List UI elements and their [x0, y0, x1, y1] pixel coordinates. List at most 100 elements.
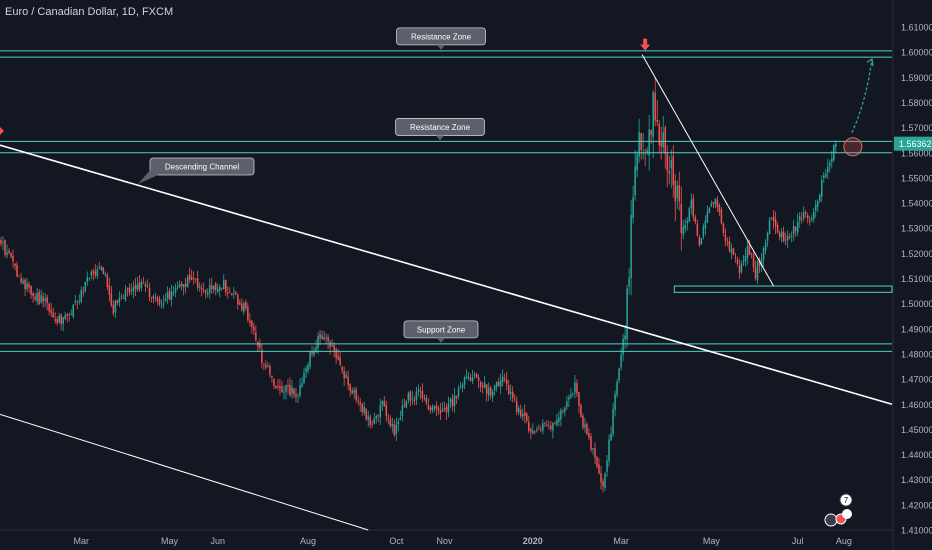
candle-body [433, 406, 436, 409]
candle-body [552, 422, 554, 431]
candle-body [694, 216, 697, 222]
candle-body [148, 287, 151, 297]
candle-body [684, 225, 687, 229]
candle-body [530, 429, 532, 432]
trend-line [0, 413, 369, 531]
candle-body [92, 270, 95, 273]
candle-body [620, 354, 622, 368]
candle-body [359, 402, 361, 405]
candle-body [612, 408, 614, 435]
candle-body [556, 419, 558, 425]
candle-body [582, 416, 584, 428]
candle-body [409, 391, 412, 401]
candle-body [277, 386, 279, 388]
candle-body [511, 391, 514, 398]
projection-arrow-head [866, 58, 874, 67]
candle-body [672, 156, 675, 185]
candle-body [588, 433, 590, 438]
candle-body [136, 284, 139, 290]
candle-body [323, 337, 325, 340]
candle-body [327, 336, 329, 342]
callout-label: Descending Channel [138, 157, 255, 184]
candle-body [162, 302, 165, 306]
candle-body [658, 123, 660, 146]
candle-body [142, 282, 145, 284]
candle-body [602, 481, 604, 487]
candle-body [110, 293, 113, 306]
candle-body [519, 409, 522, 417]
candle-body [267, 366, 269, 368]
candle-body [704, 220, 707, 229]
candle-body [325, 337, 327, 339]
candle-body [128, 287, 131, 293]
candle-body [493, 385, 496, 391]
candle-body [114, 300, 117, 313]
x-tick-label: 2020 [523, 536, 543, 546]
x-tick-label: Jul [792, 536, 804, 546]
candle-body [180, 283, 183, 287]
candle-body [738, 265, 741, 274]
left-edge-marker [0, 127, 4, 135]
candle-body [297, 397, 299, 399]
candle-body [825, 173, 827, 177]
callout-pointer [437, 337, 445, 343]
candle-body [827, 166, 829, 173]
candle-body [634, 166, 636, 196]
candle-body [696, 223, 699, 236]
candle-body [293, 388, 295, 395]
candle-body [375, 416, 378, 419]
candle-body [335, 349, 337, 358]
candle-body [660, 140, 662, 147]
candle-body [714, 198, 717, 205]
candle-body [227, 292, 229, 294]
candle-body [451, 399, 454, 407]
candle-body [455, 395, 458, 399]
candle-body [778, 232, 781, 237]
candle-body [702, 226, 705, 237]
candle-body [495, 381, 498, 388]
candle-body [614, 394, 616, 410]
candle-body [580, 405, 582, 417]
candle-body [174, 287, 177, 292]
candle-body [698, 237, 701, 246]
candle-body [435, 405, 438, 409]
candle-body [279, 385, 281, 389]
candle-body [134, 285, 137, 290]
candle-body [471, 377, 474, 382]
candle-body [566, 401, 568, 407]
callout-text: Resistance Zone [411, 32, 472, 41]
candle-body [36, 293, 38, 302]
candle-body [357, 400, 359, 402]
candle-body [509, 391, 512, 394]
candle-body [247, 306, 249, 321]
candle-body [289, 384, 291, 396]
candle-body [734, 257, 737, 259]
candle-body [220, 288, 223, 290]
candle-body [210, 285, 213, 289]
candle-body [80, 289, 83, 302]
y-tick-label: 1.61000 [901, 23, 932, 33]
x-tick-label: Aug [300, 536, 316, 546]
candle-body [170, 291, 173, 300]
candle-body [401, 405, 404, 416]
candle-body [427, 404, 430, 410]
candle-body [632, 197, 634, 219]
candle-body [431, 407, 434, 411]
candle-body [550, 425, 552, 429]
candle-body [624, 335, 626, 340]
candle-body [724, 235, 727, 242]
candle-body [630, 215, 632, 279]
y-tick-label: 1.58000 [901, 98, 932, 108]
candle-body [188, 274, 191, 280]
y-tick-label: 1.53000 [901, 224, 932, 234]
candle-body [812, 211, 815, 220]
candle-body [732, 247, 735, 256]
candle-body [164, 299, 167, 301]
candle-body [686, 220, 689, 224]
x-tick-label: May [703, 536, 721, 546]
candle-body [457, 388, 460, 397]
candle-body [403, 404, 406, 406]
candle-body [710, 203, 713, 207]
